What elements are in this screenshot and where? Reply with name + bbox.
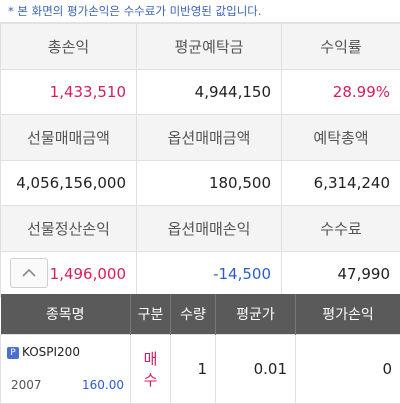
holding-code: 2007 [11,378,42,392]
summary-label-row: 선물매매금액 옵션매매금액 예탁총액 [1,115,400,161]
summary-value-row: 1,433,510 4,944,150 28.99% [1,70,400,115]
col-header-eval-pl[interactable]: 평가손익 [296,294,400,335]
commission-value: 47,990 [282,252,400,297]
summary-label-row: 총손익 평균예탁금 수익률 [1,24,400,70]
col-header-type[interactable]: 구분 [131,294,171,335]
futures-amount-label: 선물매매금액 [1,115,137,161]
total-pl-value: 1,433,510 [1,70,137,115]
notice-text: * 본 화면의 평가손익은 수수료가 미반영된 값입니다. [0,0,400,23]
futures-settlement-pl-label: 선물정산손익 [1,206,137,252]
total-deposit-label: 예탁총액 [282,115,400,161]
col-header-name[interactable]: 종목명 [1,294,131,335]
avg-deposit-value: 4,944,150 [137,70,282,115]
holding-qty: 1 [171,335,216,404]
holding-name: KOSPI200 [22,345,80,359]
holding-type: 매수 [131,335,171,404]
futures-amount-value: 4,056,156,000 [1,161,137,206]
chevron-up-icon [21,268,37,278]
summary-value-row: 4,056,156,000 180,500 6,314,240 [1,161,400,206]
holding-eval-pl: 0 [296,335,400,404]
holding-avg-price: 0.01 [216,335,296,404]
options-trade-pl-label: 옵션매매손익 [137,206,282,252]
holdings-header-row: 종목명 구분 수량 평균가 평가손익 [1,294,400,335]
commission-label: 수수료 [282,206,400,252]
product-badge-icon: P [7,347,19,359]
return-rate-value: 28.99% [282,70,400,115]
summary-value-row: 1,496,000 -14,500 47,990 [1,252,400,297]
col-header-qty[interactable]: 수량 [171,294,216,335]
collapse-button[interactable] [10,258,48,288]
summary-label-row: 선물정산손익 옵션매매손익 수수료 [1,206,400,252]
return-rate-label: 수익률 [282,24,400,70]
total-deposit-value: 6,314,240 [282,161,400,206]
options-amount-value: 180,500 [137,161,282,206]
options-amount-label: 옵션매매금액 [137,115,282,161]
summary-table: 총손익 평균예탁금 수익률 1,433,510 4,944,150 28.99%… [0,23,400,297]
total-pl-label: 총손익 [1,24,137,70]
avg-deposit-label: 평균예탁금 [137,24,282,70]
options-trade-pl-value: -14,500 [137,252,282,297]
col-header-avg-price[interactable]: 평균가 [216,294,296,335]
holding-sub-line: 2007 160.00 [11,378,124,392]
holding-strike: 160.00 [82,378,124,392]
